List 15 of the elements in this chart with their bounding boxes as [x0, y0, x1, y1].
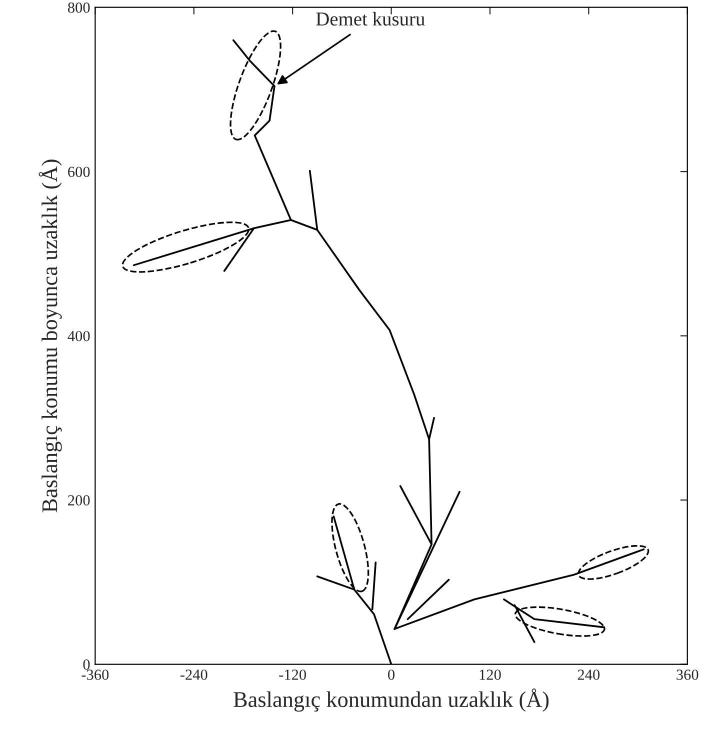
x-tick-label: 0 [388, 670, 395, 680]
x-tick-label: 360 [676, 670, 698, 680]
y-tick-label: 400 [68, 330, 90, 342]
x-tick-label: 240 [578, 670, 600, 680]
x-axis-title: Baslangıç konumundan uzaklık (Å) [234, 688, 549, 712]
x-tick-label: 120 [480, 670, 501, 680]
x-tick-label: -360 [82, 670, 109, 680]
y-tick-label: 600 [68, 166, 90, 178]
x-tick-label: -240 [180, 670, 208, 680]
y-tick-label: 800 [68, 2, 90, 13]
annotation: Demet kusuru [316, 12, 425, 26]
x-tick-label: -120 [279, 670, 306, 680]
y-tick-label: 0 [83, 659, 90, 670]
y-axis-title: Baslangıç konumu boyunca uzaklık (Å) [38, 160, 62, 512]
y-tick-label: 200 [68, 495, 90, 506]
